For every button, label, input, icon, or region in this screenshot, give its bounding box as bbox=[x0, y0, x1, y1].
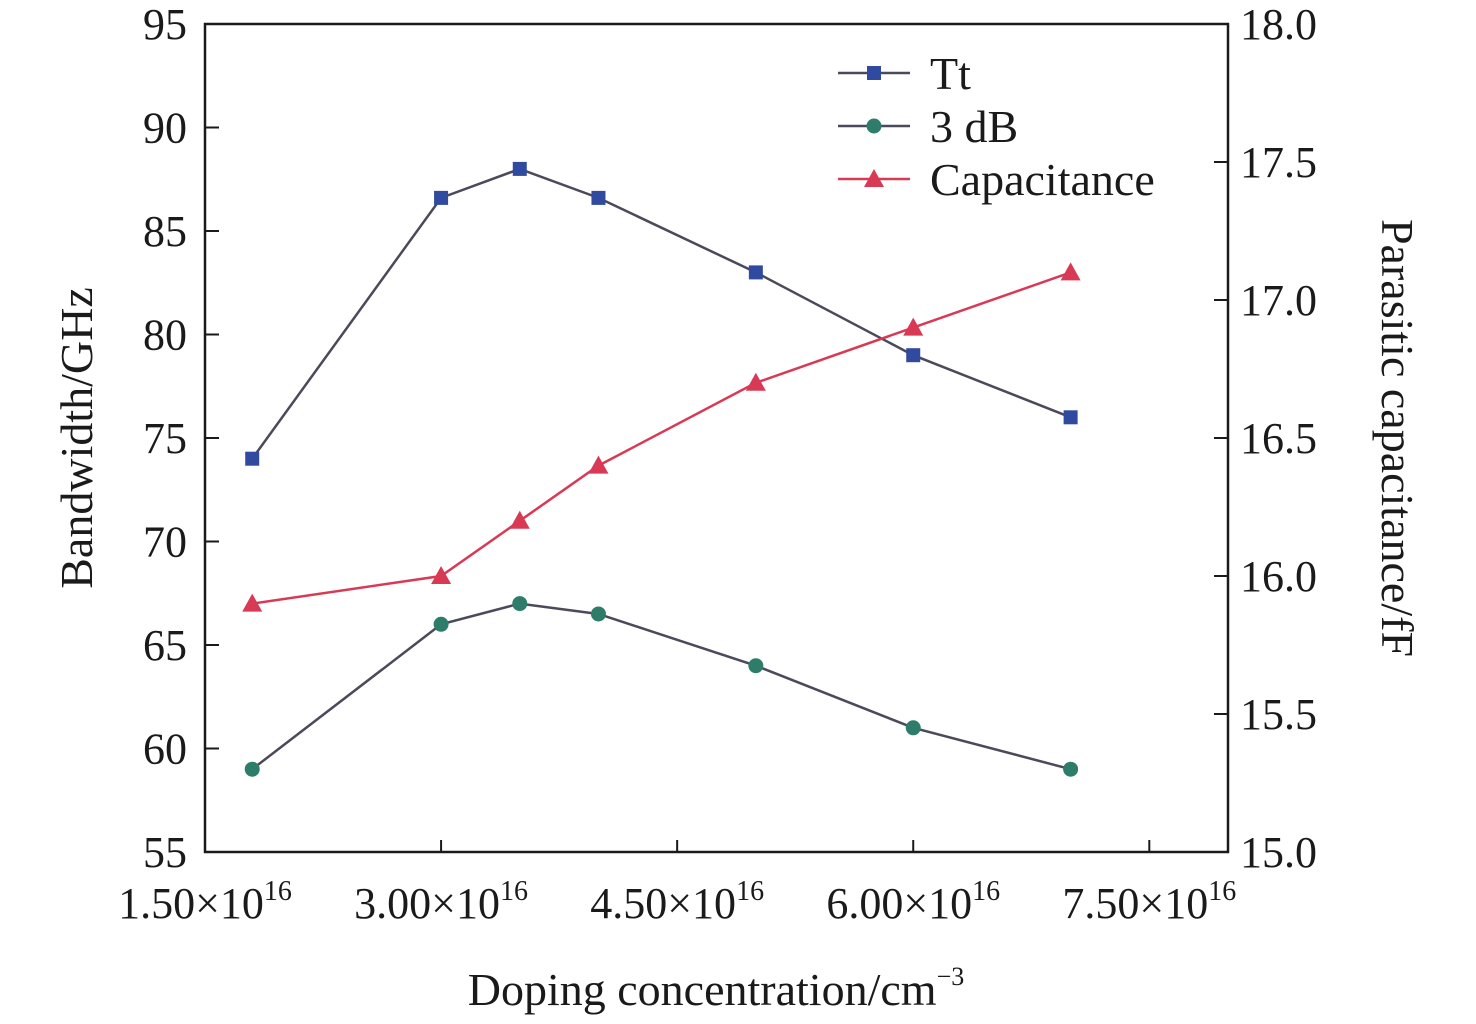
y-left-tick-label: 65 bbox=[143, 621, 187, 670]
x-tick-label: 3.00×1016 bbox=[354, 876, 528, 928]
data-point-capacitance bbox=[431, 566, 452, 584]
series-line-capacitance bbox=[252, 271, 1072, 605]
y-right-tick-label: 16.5 bbox=[1240, 414, 1317, 463]
y-left-tick-label: 70 bbox=[143, 518, 187, 567]
x-tick-label: 7.50×1016 bbox=[1062, 876, 1236, 928]
legend-label: Capacitance bbox=[930, 154, 1155, 205]
y-right-tick-label: 17.5 bbox=[1240, 138, 1317, 187]
data-point-3-db bbox=[748, 658, 764, 674]
axis-ticks: 1.50×1016 3.00×1016 4.50×1016 6.00×1016 7.50… bbox=[118, 0, 1317, 928]
data-point-3-db bbox=[905, 720, 921, 736]
legend-item-capacitance: Capacitance bbox=[838, 154, 1155, 205]
y-right-tick-label: 16.0 bbox=[1240, 552, 1317, 601]
x-tick-label: 6.00×1016 bbox=[826, 876, 1000, 928]
y-right-tick-label: 17.0 bbox=[1240, 276, 1317, 325]
x-tick-label: 1.50×1016 bbox=[118, 876, 292, 928]
data-point-capacitance bbox=[1060, 262, 1081, 281]
y-right-tick-label: 18.0 bbox=[1240, 0, 1317, 49]
data-point-capacitance bbox=[509, 510, 530, 529]
legend-marker bbox=[864, 169, 884, 187]
data-point-3-db bbox=[512, 596, 528, 612]
y-axis-right-title: Parasitic capacitance/fF bbox=[1372, 219, 1423, 657]
y-axis-left-title: Bandwidth/GHz bbox=[51, 287, 102, 589]
y-left-tick-label: 75 bbox=[143, 414, 187, 463]
data-point-3-db bbox=[590, 606, 606, 622]
data-point-tt bbox=[434, 190, 449, 205]
data-point-capacitance bbox=[903, 317, 924, 336]
data-point-3-db bbox=[1063, 761, 1079, 777]
series-line-3-db bbox=[251, 602, 1071, 771]
series-capacitance bbox=[242, 262, 1081, 612]
legend-label: Tt bbox=[930, 48, 971, 99]
data-point-capacitance bbox=[242, 593, 263, 612]
legend-marker bbox=[867, 66, 881, 80]
plot-frame bbox=[203, 22, 1230, 854]
y-right-tick-label: 15.5 bbox=[1240, 690, 1317, 739]
data-point-3-db bbox=[244, 761, 260, 777]
legend-marker bbox=[866, 118, 882, 134]
y-right-tick-label: 15.0 bbox=[1240, 828, 1317, 877]
data-point-tt bbox=[906, 348, 921, 363]
legend-label: 3 dB bbox=[930, 101, 1018, 152]
legend-item-tt: Tt bbox=[838, 48, 971, 99]
x-axis-title: Doping concentration/cm−3 bbox=[468, 962, 964, 1015]
data-point-tt bbox=[1063, 410, 1078, 425]
y-left-tick-label: 90 bbox=[143, 104, 187, 153]
plot-border bbox=[203, 22, 1230, 854]
series-tt bbox=[245, 161, 1078, 466]
data-point-tt bbox=[591, 190, 606, 205]
y-left-tick-label: 80 bbox=[143, 311, 187, 360]
series-3-db bbox=[244, 596, 1079, 777]
data-point-tt bbox=[748, 265, 763, 280]
series-line-tt bbox=[251, 167, 1072, 460]
data-point-capacitance bbox=[588, 455, 609, 474]
data-point-capacitance bbox=[745, 372, 766, 391]
data-point-tt bbox=[245, 451, 260, 466]
y-left-tick-label: 60 bbox=[143, 725, 187, 774]
x-tick-label: 4.50×1016 bbox=[590, 876, 764, 928]
y-left-tick-label: 55 bbox=[143, 828, 187, 877]
y-left-tick-label: 85 bbox=[143, 207, 187, 256]
series-layer bbox=[242, 161, 1081, 777]
y-left-tick-label: 95 bbox=[143, 0, 187, 49]
legend-item-3-db: 3 dB bbox=[838, 101, 1018, 152]
data-point-3-db bbox=[433, 616, 449, 632]
data-point-tt bbox=[512, 161, 527, 176]
